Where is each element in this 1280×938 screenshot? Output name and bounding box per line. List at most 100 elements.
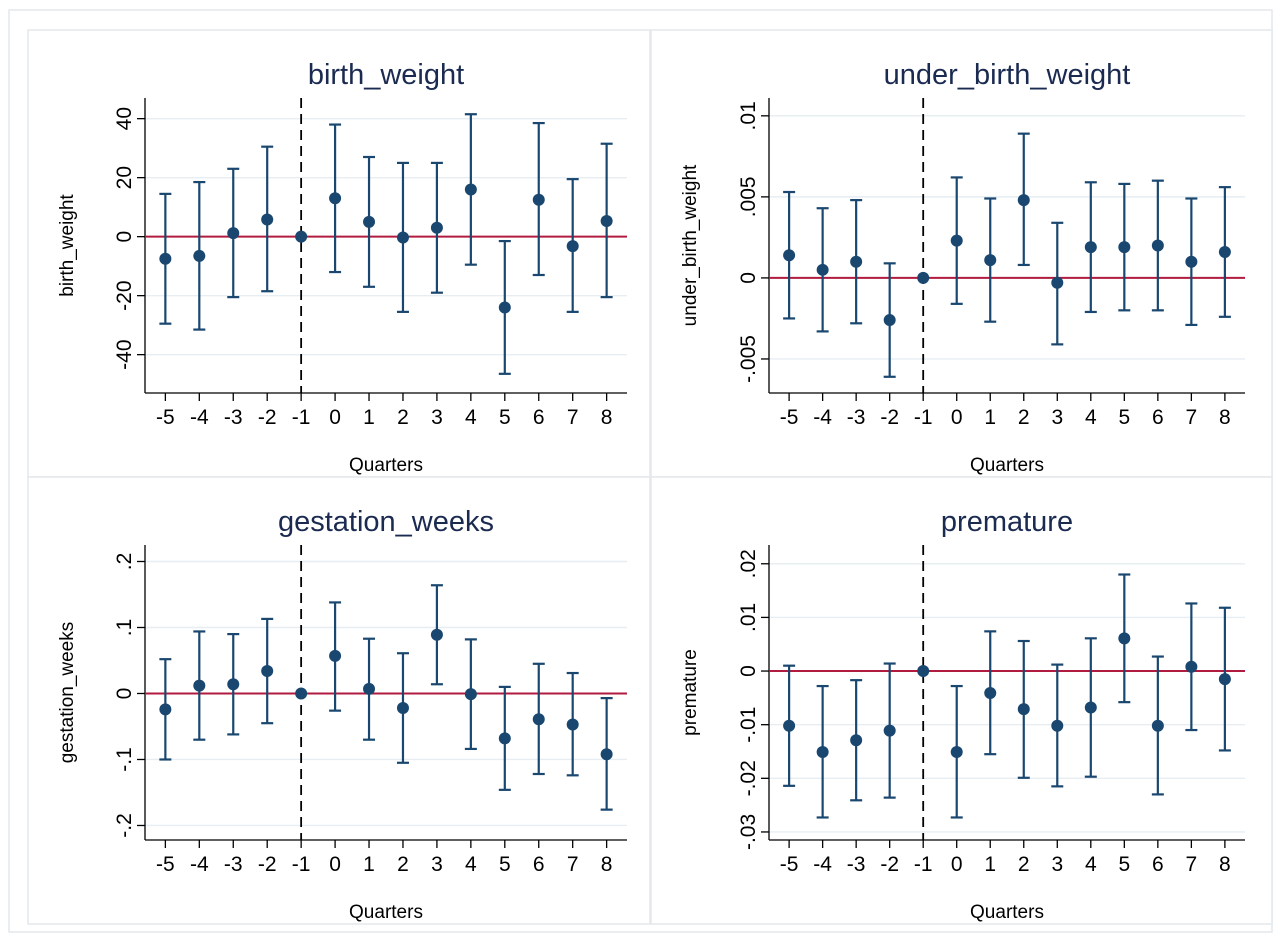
x-tick-label: -4 [190,406,209,429]
x-tick-label: 4 [1085,853,1097,876]
estimate-point [227,678,240,691]
x-tick-label: 4 [465,853,477,876]
y-axis-title: under_birth_weight [680,164,701,326]
x-tick-label: 3 [1051,406,1063,429]
y-tick-label: 20 [113,166,136,189]
estimate-point [532,713,545,726]
panel-gestation-weeks: gestation_weeks.2.10-.1-.2-5 -4 -3 -2 -1 0 1 2 3… [27,476,651,925]
x-tick-label: -5 [156,853,175,876]
y-tick-label: -20 [113,280,136,310]
x-tick-label: 8 [1219,406,1231,429]
y-tick-label: .01 [737,101,760,130]
x-axis-title: Quarters [970,455,1044,476]
x-tick-label: 0 [329,853,341,876]
x-tick-label: 6 [1152,853,1164,876]
x-tick-label: 7 [567,853,579,876]
estimate-point [1185,255,1198,268]
x-tick-label: 3 [431,853,443,876]
x-tick-label: -1 [292,853,311,876]
estimate-point [883,314,896,327]
estimate-point [1017,703,1030,716]
y-tick-label: .005 [737,176,760,217]
y-axis-title: premature [680,649,701,736]
estimate-point [600,215,613,228]
x-tick-label: -2 [258,406,277,429]
estimate-point [783,719,796,732]
estimate-point [600,748,613,761]
estimate-point [1051,276,1064,289]
estimate-point [193,249,206,262]
estimate-point [329,649,342,662]
panel-background [650,476,1273,925]
estimate-point [883,724,896,737]
estimate-point [1118,241,1131,254]
panel-title: under_birth_weight [884,59,1131,91]
estimate-point [498,301,511,314]
x-tick-label: 5 [1118,406,1130,429]
estimate-point [430,628,443,641]
x-tick-label: 2 [397,406,409,429]
x-tick-label: 1 [984,853,996,876]
panel-background [27,29,651,478]
estimate-point [816,746,829,759]
x-tick-label: 6 [533,406,545,429]
estimate-point [1051,719,1064,732]
y-tick-label: 0 [113,231,136,243]
x-tick-label: -5 [156,406,175,429]
x-tick-label: -4 [813,853,832,876]
estimate-point [1151,719,1164,732]
estimate-point [261,213,274,226]
x-tick-label: -3 [224,406,243,429]
x-tick-label: 1 [363,406,375,429]
x-tick-label: -3 [847,853,866,876]
y-tick-label: 0 [113,688,136,700]
estimate-point [850,734,863,747]
x-axis-title: Quarters [349,902,423,923]
panel-background [650,29,1273,478]
x-tick-label: -1 [914,406,933,429]
y-tick-label: .1 [113,619,136,637]
estimate-point [329,192,342,205]
x-tick-label: 8 [1219,853,1231,876]
y-tick-label: -.005 [737,335,760,383]
x-tick-label: -2 [880,853,899,876]
estimate-point [950,234,963,247]
x-tick-label: -2 [258,853,277,876]
x-tick-label: -5 [780,853,799,876]
x-tick-label: 0 [329,406,341,429]
estimate-point [1218,245,1231,258]
x-tick-label: 2 [1018,853,1030,876]
estimate-point [1185,660,1198,673]
estimate-point [430,221,443,234]
x-tick-label: 6 [1152,406,1164,429]
x-tick-label: -5 [780,406,799,429]
x-tick-label: 0 [951,853,963,876]
estimate-point [396,702,409,715]
x-tick-label: 3 [431,406,443,429]
estimate-point [363,682,376,695]
x-tick-label: 0 [951,406,963,429]
estimate-point [917,665,930,678]
panel-under-birth-weight: under_birth_weight .01 .005 0 -.005 -5 -4 -3 -2-… [650,29,1273,478]
estimate-point [464,183,477,196]
estimate-point [1218,673,1231,686]
y-tick-label: 40 [113,107,136,130]
estimate-point [566,240,579,253]
estimate-point [950,746,963,759]
y-tick-label: 0 [737,272,760,284]
x-tick-label: 5 [499,853,511,876]
estimate-point [295,230,308,243]
y-tick-label: -.2 [113,813,136,838]
y-axis-title: birth_weight [57,194,78,297]
estimate-point [295,687,308,700]
y-tick-label: -.03 [737,814,760,850]
x-tick-label: 7 [567,406,579,429]
x-tick-label: 8 [601,853,613,876]
x-tick-label: 6 [533,853,545,876]
x-tick-label: 8 [601,406,613,429]
x-tick-label: -4 [813,406,832,429]
estimate-point [1017,194,1030,207]
x-tick-label: -3 [847,406,866,429]
